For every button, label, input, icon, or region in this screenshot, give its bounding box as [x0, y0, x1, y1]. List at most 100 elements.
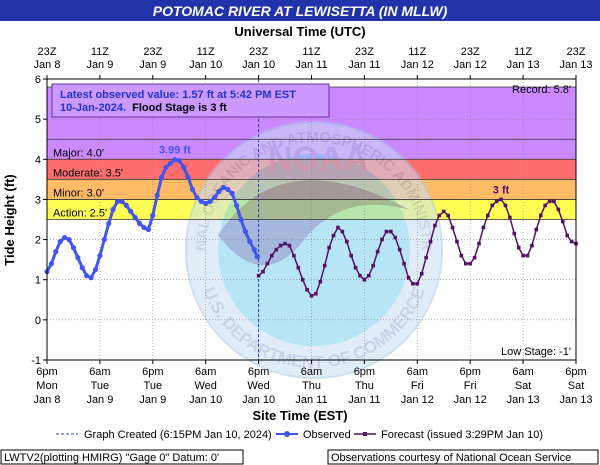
forecast-point — [459, 253, 464, 258]
utc-tick-date: Jan 12 — [454, 59, 487, 71]
utc-tick-date: Jan 12 — [401, 59, 434, 71]
est-tick-time: 6am — [195, 366, 216, 378]
grid-lines — [47, 79, 576, 360]
forecast-point — [441, 209, 446, 214]
footer-left-text: LWTV2(plotting HMIRG) "Gage 0" Datum: 0' — [4, 452, 219, 464]
forecast-point — [344, 239, 349, 244]
est-tick-day: Tue — [144, 380, 163, 392]
observed-point — [128, 208, 134, 215]
y-tick-label: 4 — [35, 154, 41, 166]
observed-point — [84, 273, 90, 279]
forecast-point — [490, 203, 495, 208]
forecast-point — [450, 225, 455, 230]
observed-point — [62, 234, 68, 241]
est-tick-date: Jan 11 — [348, 394, 380, 406]
forecast-point — [508, 215, 512, 220]
forecast-point — [300, 277, 305, 282]
stage-label-minor: Minor: 3.0' — [53, 187, 104, 199]
utc-tick-time: 23Z — [567, 46, 586, 58]
forecast-point — [446, 213, 450, 218]
forecast-point — [353, 265, 358, 270]
utc-tick-time: 23Z — [143, 46, 162, 58]
legend-observed-label: Observed — [303, 429, 351, 441]
y-tick-label: -1 — [31, 355, 41, 367]
forecast-point — [560, 219, 565, 224]
forecast-point — [424, 255, 428, 260]
observed-point — [132, 214, 138, 221]
y-tick-label: 1 — [35, 275, 41, 287]
forecast-point — [349, 253, 353, 258]
observed-point — [79, 265, 85, 271]
est-tick-date: Jan 13 — [559, 394, 592, 406]
est-tick-day: Thu — [355, 380, 374, 392]
forecast-point — [455, 239, 459, 244]
forecast-point — [397, 247, 402, 252]
est-tick-date: Jan 10 — [189, 394, 222, 406]
forecast-point — [292, 253, 296, 258]
forecast-point — [415, 281, 420, 286]
utc-tick-date: Jan 13 — [559, 59, 592, 71]
forecast-point — [472, 255, 477, 260]
forecast-point — [494, 199, 499, 204]
observed-point — [247, 238, 253, 245]
forecast-point — [367, 273, 371, 278]
observed-point — [145, 226, 151, 233]
utc-tick-time: 11Z — [91, 46, 109, 58]
utc-tick-time: 23Z — [461, 46, 480, 58]
est-tick-time: 6pm — [459, 366, 480, 378]
forecast-series-points — [256, 197, 578, 298]
legend-forecast-label: Forecast (issued 3:29PM Jan 10) — [381, 429, 543, 441]
observed-point — [66, 236, 72, 243]
forecast-point — [358, 273, 362, 278]
utc-tick-date: Jan 9 — [139, 59, 166, 71]
est-tick-time: 6pm — [565, 366, 586, 378]
observed-point — [119, 198, 125, 205]
observed-peak-label: 3.99 ft — [159, 145, 191, 157]
forecast-point — [309, 293, 314, 298]
forecast-point — [468, 261, 472, 266]
footer-left-box — [0, 449, 244, 465]
est-tick-time: 6am — [89, 366, 110, 378]
record-label: Record: 5.8' — [512, 84, 571, 96]
flood-stage-note: Flood Stage is 3 ft — [132, 102, 227, 114]
utc-tick-date: Jan 8 — [34, 59, 61, 71]
observed-point — [75, 255, 81, 261]
est-tick-day: Mon — [36, 380, 57, 392]
forecast-point — [419, 271, 424, 276]
y-axis-title: Tide Height (ft) — [2, 174, 17, 265]
utc-axis-title: Universal Time (UTC) — [234, 24, 365, 39]
forecast-point — [340, 229, 345, 234]
y-tick-label: 2 — [35, 235, 41, 247]
observed-point — [203, 200, 209, 207]
utc-tick-time: 11Z — [197, 46, 215, 58]
est-tick-labels: 6pm Mon Jan 8 6am Tue Jan 9 6pm Tue Jan 9 6am Wed J… — [34, 360, 593, 406]
observed-point — [238, 216, 244, 223]
est-tick-day: Sat — [568, 380, 585, 392]
est-tick-date: Jan 11 — [295, 394, 327, 406]
est-tick-time: 6am — [512, 366, 533, 378]
stage-label-moderate: Moderate: 3.5' — [53, 167, 123, 179]
est-tick-time: 6pm — [354, 366, 375, 378]
observed-point — [101, 236, 107, 243]
utc-tick-time: 11Z — [514, 46, 532, 58]
latest-value-box — [51, 83, 330, 118]
legend-forecast-marker — [363, 432, 367, 436]
forecast-point — [393, 235, 398, 240]
observed-point — [185, 174, 191, 180]
y-tick-label: 5 — [35, 114, 41, 126]
y-tick-label: 3 — [35, 194, 41, 206]
est-tick-day: Fri — [464, 380, 477, 392]
stage-label-major: Major: 4.0' — [53, 147, 104, 159]
forecast-point — [270, 253, 274, 258]
forecast-peak-label: 3 ft — [493, 184, 510, 196]
forecast-point — [402, 261, 406, 266]
watermark-bird — [218, 180, 410, 266]
forecast-point — [433, 223, 437, 228]
observed-point — [172, 157, 178, 163]
observed-point — [233, 202, 240, 209]
utc-tick-date: Jan 10 — [189, 59, 222, 71]
observed-point — [92, 267, 99, 273]
forecast-point — [327, 245, 331, 250]
forecast-point — [534, 227, 539, 232]
